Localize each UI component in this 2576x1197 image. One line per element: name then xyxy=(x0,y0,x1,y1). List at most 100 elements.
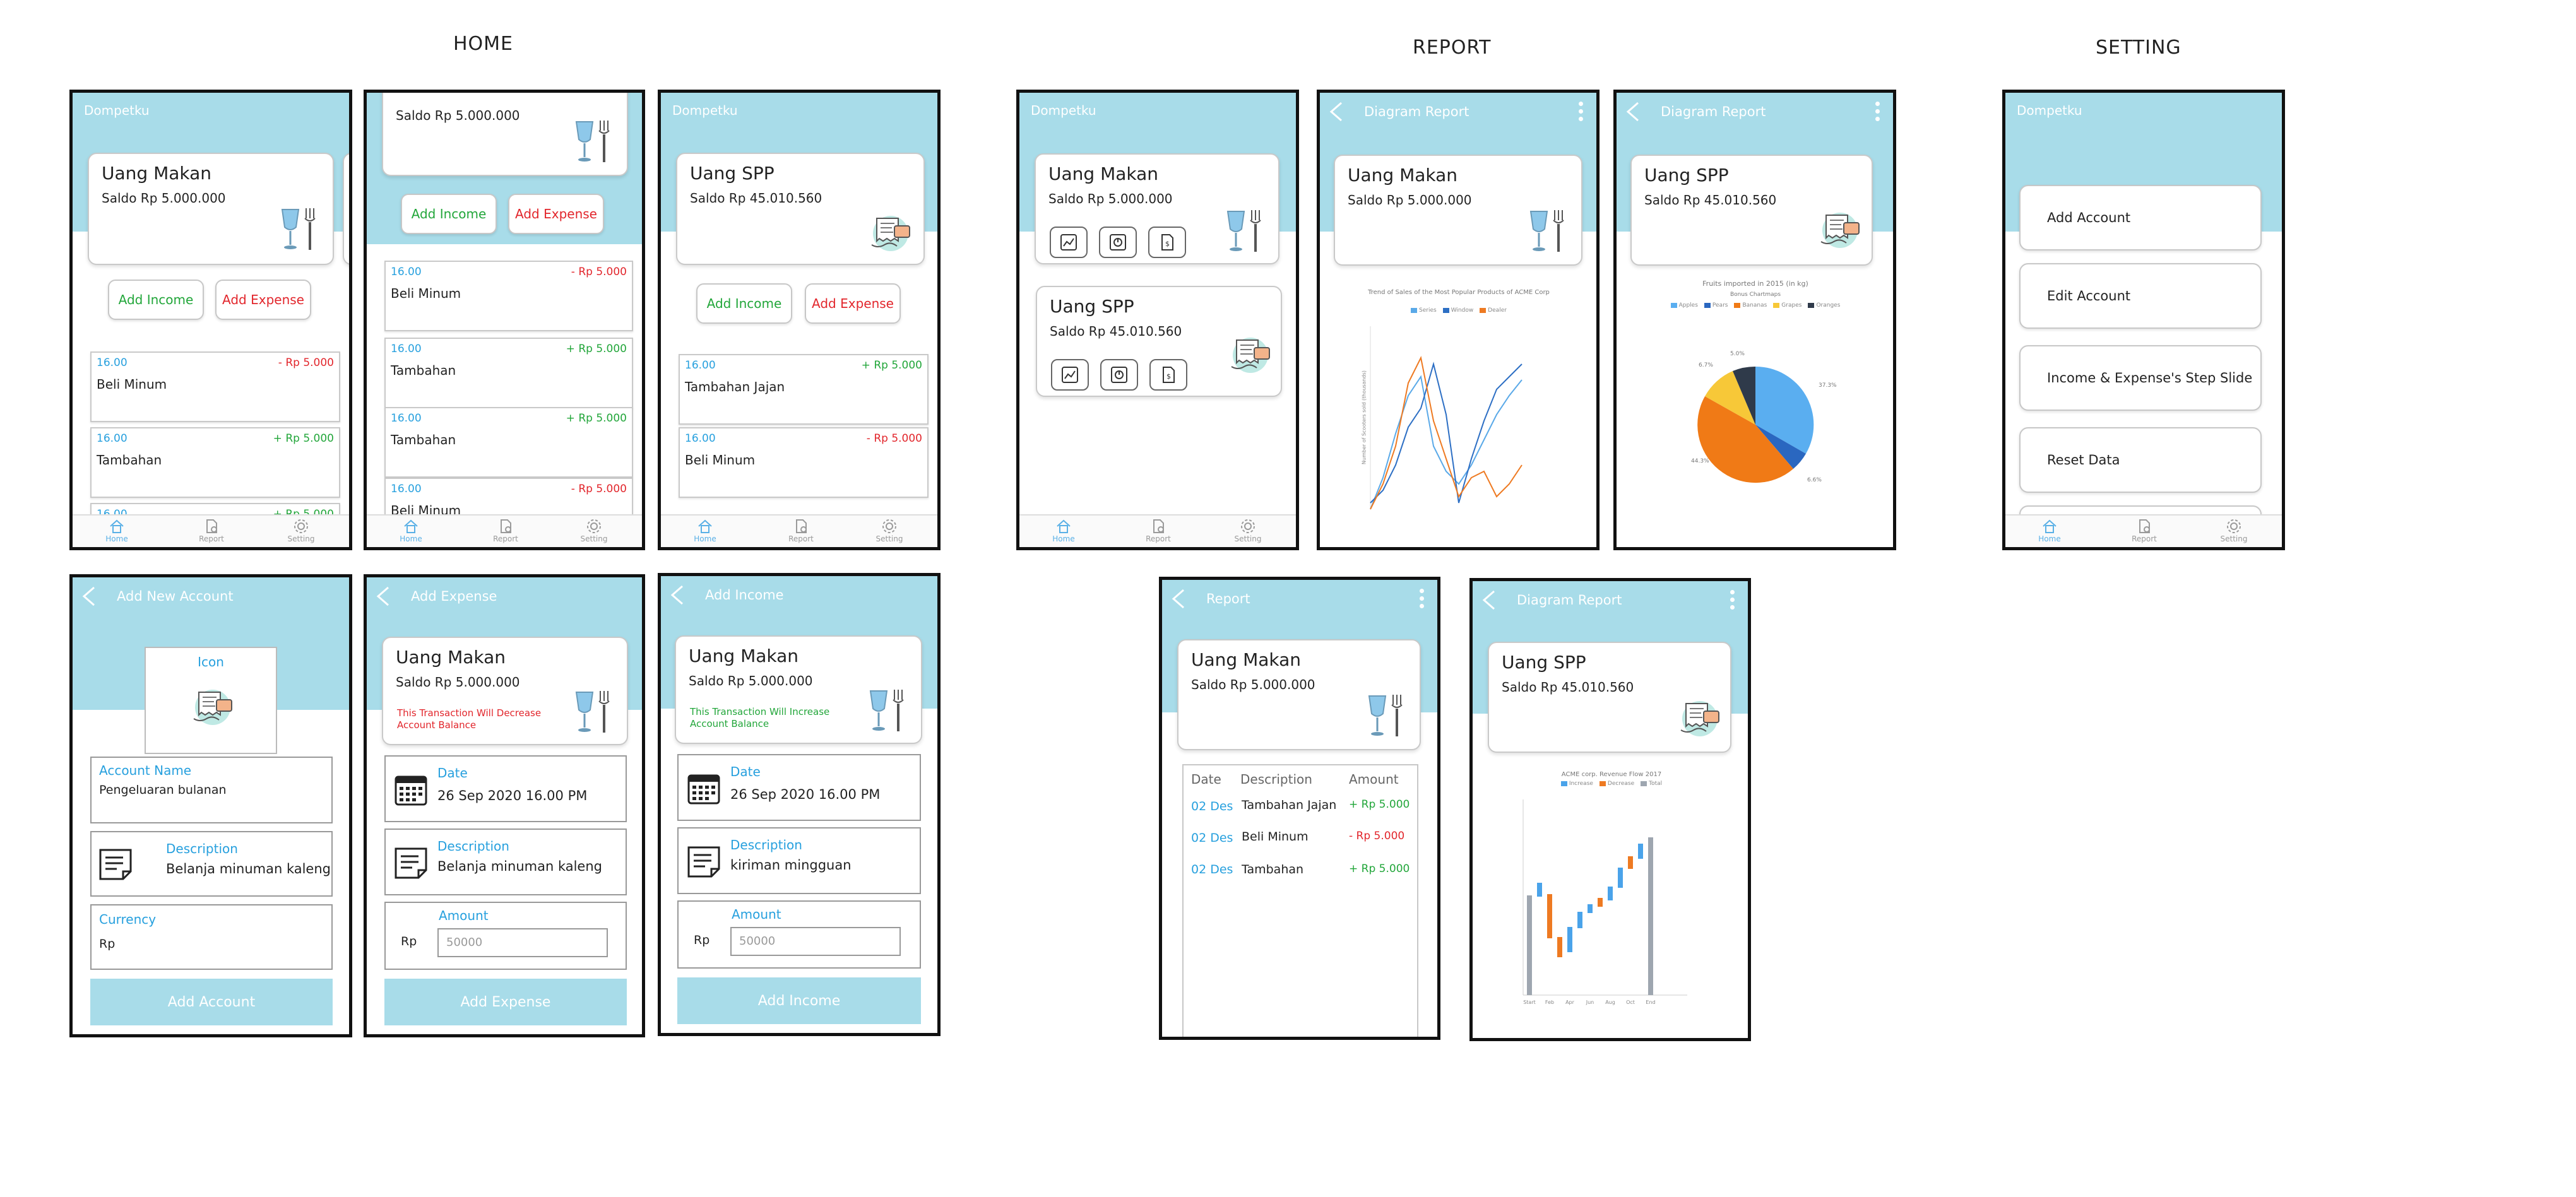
nav-home-label: Home xyxy=(1052,534,1075,543)
receipt-icon xyxy=(1225,331,1273,375)
field-label: Account Name xyxy=(99,763,192,778)
back-arrow-icon[interactable] xyxy=(1623,100,1646,123)
nav-report[interactable]: Report xyxy=(2119,518,2169,543)
field-label: Description xyxy=(166,841,238,856)
nav-home-label: Home xyxy=(400,534,422,543)
line-chart-button[interactable] xyxy=(1050,227,1088,258)
nav-report-label: Report xyxy=(788,534,814,543)
date-field[interactable]: Date 26 Sep 2020 16.00 PM xyxy=(677,754,921,821)
report-table-button[interactable] xyxy=(1148,227,1186,258)
back-arrow-icon[interactable] xyxy=(667,584,690,606)
nav-home[interactable]: Home xyxy=(92,518,142,543)
date-field[interactable]: Date 26 Sep 2020 16.00 PM xyxy=(384,755,627,822)
transaction-amount: + Rp 5.000 xyxy=(566,343,627,355)
nav-home[interactable]: Home xyxy=(1038,518,1089,543)
back-arrow-icon[interactable] xyxy=(79,585,102,608)
setting-step-slide[interactable]: Income & Expense's Step Slide xyxy=(2019,345,2262,411)
add-income-button[interactable]: Add Income xyxy=(108,280,204,320)
table-cell-amount: - Rp 5.000 xyxy=(1349,830,1405,842)
back-arrow-icon[interactable] xyxy=(1326,100,1349,123)
report-table-screen: Report Uang Makan Saldo Rp 5.000.000 Dat… xyxy=(1159,577,1440,1040)
back-arrow-icon[interactable] xyxy=(1479,589,1502,611)
nav-home[interactable]: Home xyxy=(2024,518,2075,543)
account-card[interactable]: Uang Makan Saldo Rp 5.000.000 xyxy=(88,153,334,265)
bottom-nav: Home Report Setting xyxy=(73,514,349,547)
field-value: Belanja minuman kaleng xyxy=(437,859,602,874)
add-income-button[interactable]: Add Income xyxy=(696,283,792,324)
gear-icon xyxy=(1240,518,1256,534)
nav-report[interactable]: Report xyxy=(776,518,826,543)
account-card-next[interactable] xyxy=(343,153,349,265)
add-income-button[interactable]: Add Income xyxy=(401,194,497,234)
transaction-item[interactable]: 16.00 + Rp 5.000 Tambahan Jajan xyxy=(679,354,929,425)
report-account-card[interactable]: Uang Makan Saldo Rp 5.000.000 xyxy=(1035,153,1279,264)
setting-reset-data[interactable]: Reset Data xyxy=(2019,427,2262,493)
report-table-button[interactable] xyxy=(1149,359,1187,391)
transaction-desc: Beli Minum xyxy=(391,286,461,301)
amount-field[interactable]: Amount Rp 50000 xyxy=(384,902,627,970)
field-value: 26 Sep 2020 16.00 PM xyxy=(730,787,881,802)
nav-setting[interactable]: Setting xyxy=(569,518,619,543)
add-expense-button[interactable]: Add Expense xyxy=(215,280,311,320)
glass-fork-icon xyxy=(277,204,321,255)
add-account-button[interactable]: Add Account xyxy=(90,979,333,1025)
account-card[interactable]: Uang SPP Saldo Rp 45.010.560 xyxy=(676,153,925,265)
x-tick-label: Jun xyxy=(1586,999,1594,1005)
amount-input[interactable]: 50000 xyxy=(730,927,901,956)
amount-input[interactable]: 50000 xyxy=(437,928,608,957)
add-expense-submit[interactable]: Add Expense xyxy=(384,979,627,1025)
nav-setting[interactable]: Setting xyxy=(276,518,326,543)
nav-home[interactable]: Home xyxy=(680,518,730,543)
nav-setting[interactable]: Setting xyxy=(2209,518,2259,543)
line-chart-button[interactable] xyxy=(1051,359,1089,391)
calendar-icon xyxy=(393,772,429,807)
account-name-field[interactable]: Account Name Pengeluaran bulanan xyxy=(90,757,333,823)
nav-report[interactable]: Report xyxy=(1133,518,1184,543)
currency-field[interactable]: Currency Rp xyxy=(90,904,333,970)
nav-home[interactable]: Home xyxy=(386,518,436,543)
pie-chart-button[interactable] xyxy=(1099,227,1137,258)
back-arrow-icon[interactable] xyxy=(1168,587,1191,610)
setting-add-account[interactable]: Add Account xyxy=(2019,185,2262,251)
icon-picker[interactable]: Icon xyxy=(145,647,277,754)
add-expense-button[interactable]: Add Expense xyxy=(508,194,604,234)
legend-item: Oranges xyxy=(1808,302,1840,309)
nav-report[interactable]: Report xyxy=(186,518,237,543)
home-screen-1: Dompetku Uang Makan Saldo Rp 5.000.000 A… xyxy=(69,90,352,550)
series-line xyxy=(1370,375,1522,510)
back-arrow-icon[interactable] xyxy=(373,585,396,608)
note-icon xyxy=(393,845,429,880)
more-menu-icon[interactable] xyxy=(1874,102,1880,124)
more-menu-icon[interactable] xyxy=(1577,102,1584,124)
amount-field[interactable]: Amount Rp 50000 xyxy=(677,900,921,969)
nav-report[interactable]: Report xyxy=(480,518,531,543)
report-account-card[interactable]: Uang SPP Saldo Rp 45.010.560 xyxy=(1036,286,1282,397)
add-income-submit[interactable]: Add Income xyxy=(677,977,921,1024)
nav-home-label: Home xyxy=(694,534,716,543)
transaction-item[interactable]: 16.00 - Rp 5.000 Beli Minum xyxy=(384,261,633,331)
nav-setting[interactable]: Setting xyxy=(864,518,915,543)
transaction-item[interactable]: 16.00 + Rp 5.000 Tambahan xyxy=(90,427,340,498)
transaction-time: 16.00 xyxy=(391,266,422,278)
transaction-item[interactable]: 16.00 - Rp 5.000 Beli Minum xyxy=(679,427,929,498)
transaction-item[interactable]: 16.00 - Rp 5.000 Beli Minum xyxy=(90,351,340,422)
legend-item: Bananas xyxy=(1734,302,1767,309)
description-field[interactable]: Description kiriman mingguan xyxy=(677,827,921,894)
receipt-icon xyxy=(1815,206,1863,251)
transaction-time: 16.00 xyxy=(391,343,422,355)
field-value: Rp xyxy=(99,937,116,951)
description-field[interactable]: Description Belanja minuman kaleng xyxy=(90,831,333,897)
more-menu-icon[interactable] xyxy=(1418,589,1425,611)
transaction-item[interactable]: 16.00 + Rp 5.000 Tambahan xyxy=(384,407,633,478)
transaction-item[interactable]: 16.00 + Rp 5.000 Tambahan xyxy=(384,338,633,408)
description-field[interactable]: Description Belanja minuman kaleng xyxy=(384,828,627,895)
pie-chart-button[interactable] xyxy=(1100,359,1138,391)
more-menu-icon[interactable] xyxy=(1729,590,1735,613)
transaction-note: This Transaction Will Increase Account B… xyxy=(690,706,830,729)
setting-edit-account[interactable]: Edit Account xyxy=(2019,263,2262,329)
top-bar: Diagram Report xyxy=(1320,93,1596,131)
account-card[interactable]: Saldo Rp 5.000.000 xyxy=(382,93,628,176)
add-expense-button[interactable]: Add Expense xyxy=(805,283,901,324)
receipt-icon xyxy=(865,209,913,254)
nav-setting[interactable]: Setting xyxy=(1223,518,1273,543)
